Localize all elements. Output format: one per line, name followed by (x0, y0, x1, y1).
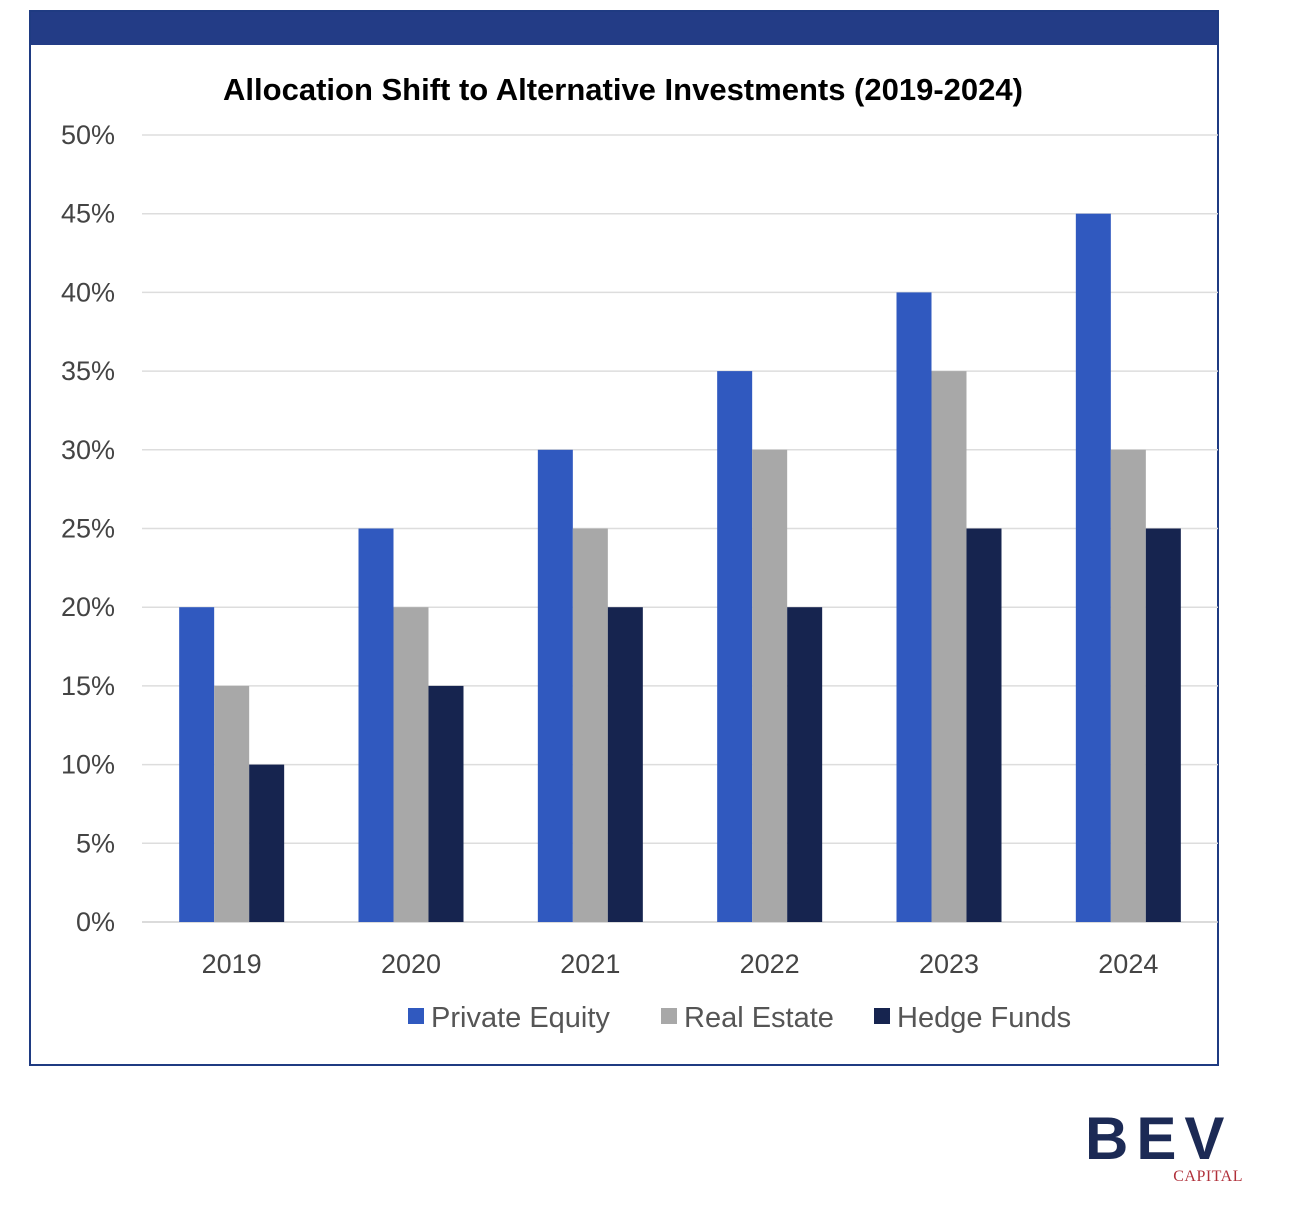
header-band (31, 12, 1217, 45)
y-tick-label: 0% (76, 907, 115, 937)
y-axis: 0% 5% 10% 15% 20% 25% 30% 35% 40% 45% 50% (61, 120, 115, 937)
gridlines (142, 134, 1218, 923)
x-tick-label: 2022 (740, 949, 800, 979)
bar (1075, 213, 1111, 922)
bar (249, 764, 285, 922)
legend-label: Real Estate (684, 1002, 834, 1034)
bars (179, 213, 1181, 923)
legend-swatch (661, 1008, 677, 1024)
y-tick-label: 15% (61, 671, 115, 701)
bar (214, 685, 250, 922)
bar (787, 607, 823, 922)
bar (428, 685, 464, 922)
x-tick-label: 2024 (1098, 949, 1158, 979)
chart-title: Allocation Shift to Alternative Investme… (223, 72, 1023, 107)
x-tick-label: 2019 (202, 949, 262, 979)
bar (752, 449, 788, 922)
y-tick-label: 10% (61, 750, 115, 780)
bev-capital-logo: BEV CAPITAL (1085, 1108, 1245, 1188)
y-tick-label: 5% (76, 828, 115, 858)
y-tick-label: 30% (61, 435, 115, 465)
y-tick-label: 40% (61, 277, 115, 307)
y-tick-label: 20% (61, 592, 115, 622)
legend-label: Hedge Funds (897, 1002, 1071, 1034)
x-axis: 2019 2020 2021 2022 2023 2024 (202, 949, 1159, 979)
x-tick-label: 2020 (381, 949, 441, 979)
y-tick-label: 50% (61, 120, 115, 150)
logo-subtitle: CAPITAL (1173, 1168, 1243, 1185)
x-tick-label: 2023 (919, 949, 979, 979)
legend-label: Private Equity (431, 1002, 610, 1034)
bar (537, 449, 573, 922)
legend: Private Equity Real Estate Hedge Funds (408, 1002, 1071, 1034)
bar (358, 528, 394, 922)
bar (966, 528, 1002, 922)
y-tick-label: 35% (61, 356, 115, 386)
bar (393, 607, 429, 922)
legend-swatch (408, 1008, 424, 1024)
bar (607, 607, 643, 922)
y-tick-label: 45% (61, 199, 115, 229)
bar (1110, 449, 1146, 922)
bar (896, 292, 932, 922)
bar (931, 371, 967, 923)
y-tick-label: 25% (61, 514, 115, 544)
bar (179, 607, 215, 922)
bar (572, 528, 608, 922)
x-tick-label: 2021 (560, 949, 620, 979)
legend-swatch (874, 1008, 890, 1024)
logo-letters: BEV (1085, 1105, 1233, 1172)
bar (1145, 528, 1181, 922)
bar (717, 371, 753, 923)
